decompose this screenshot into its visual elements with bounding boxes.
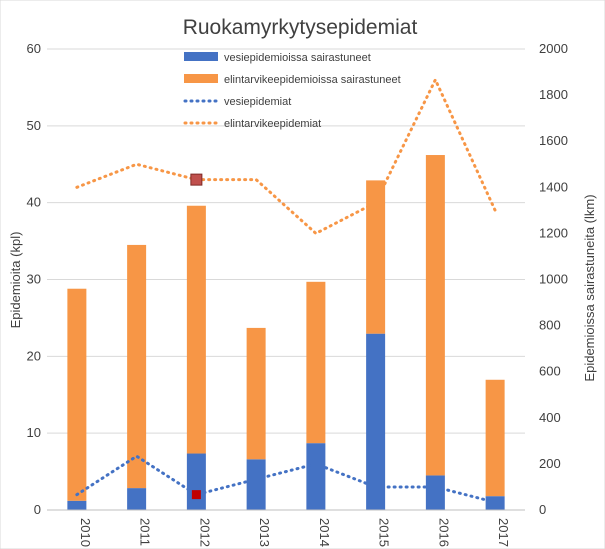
bar-vesi-sairastuneet: [67, 500, 87, 510]
x-tick-label: 2010: [78, 518, 93, 547]
highlight-marker: [190, 173, 203, 186]
bar-elintarvike-sairastuneet: [306, 281, 326, 444]
x-tick-label: 2014: [317, 518, 332, 547]
y-left-tick-label: 0: [34, 502, 41, 517]
bar-vesi-sairastuneet: [425, 475, 445, 510]
y-left-tick-label: 40: [27, 195, 41, 210]
y-right-tick-label: 1800: [539, 87, 568, 102]
legend-label: elintarvike­epidemioissa sairastuneet: [224, 74, 401, 86]
bar-vesi-sairastuneet: [246, 459, 266, 510]
y-left-tick-label: 30: [27, 272, 41, 287]
bar-vesi-sairastuneet: [306, 443, 326, 510]
y-right-tick-label: 1000: [539, 272, 568, 287]
y-right-tick-label: 0: [539, 502, 546, 517]
legend-swatch: [184, 52, 218, 61]
y-right-tick-label: 1400: [539, 179, 568, 194]
y-right-tick-label: 1600: [539, 133, 568, 148]
chart-title: Ruokamyrkytysepidemiat: [183, 16, 418, 39]
legend-label: vesiepidemioissa sairastuneet: [224, 52, 371, 64]
bar-vesi-sairastuneet: [366, 333, 386, 510]
bar-elintarvike-sairastuneet: [127, 244, 147, 489]
legend-label: elintarvikeepidemiat: [224, 118, 321, 130]
bar-elintarvike-sairastuneet: [246, 327, 266, 460]
y-right-tick-label: 200: [539, 456, 561, 471]
y-right-tick-label: 400: [539, 410, 561, 425]
legend: vesiepidemioissa sairastuneet elintarvike…: [183, 52, 401, 130]
highlight-marker: [191, 490, 201, 500]
lines: [75, 76, 497, 504]
legend-label: vesiepidemiat: [224, 96, 291, 108]
x-tick-label: 2012: [197, 518, 212, 547]
y-right-tick-label: 600: [539, 364, 561, 379]
legend-swatch: [184, 74, 218, 83]
x-tick-label: 2017: [496, 518, 511, 547]
bar-vesi-sairastuneet: [186, 453, 206, 510]
x-tick-label: 2015: [377, 518, 392, 547]
y-left-tick-label: 10: [27, 425, 41, 440]
bars: [67, 155, 505, 510]
y-right-tick-label: 800: [539, 318, 561, 333]
y-left-tick-label: 50: [27, 118, 41, 133]
bar-elintarvike-sairastuneet: [425, 155, 445, 476]
axes: 0102030405060020040060080010001200140016…: [27, 41, 568, 547]
x-tick-label: 2016: [436, 518, 451, 547]
y-axis-left-title: Epidemioita (kpl): [8, 232, 23, 329]
line-elintarvikeepidemiat: [75, 76, 497, 236]
bar-elintarvike-sairastuneet: [366, 180, 386, 334]
y-right-tick-label: 2000: [539, 41, 568, 56]
bar-elintarvike-sairastuneet: [67, 288, 87, 501]
line-vesiepidemiat: [75, 454, 497, 504]
x-tick-label: 2013: [257, 518, 272, 547]
bar-elintarvike-sairastuneet: [485, 379, 505, 497]
bar-elintarvike-sairastuneet: [186, 205, 206, 454]
y-right-tick-label: 1200: [539, 225, 568, 240]
y-left-tick-label: 20: [27, 348, 41, 363]
y-left-tick-label: 60: [27, 41, 41, 56]
gridlines: [47, 48, 525, 434]
y-axis-right-title: Epidemioissa sairastuneita (lkm): [582, 194, 597, 381]
bar-vesi-sairastuneet: [127, 488, 147, 510]
x-tick-label: 2011: [138, 518, 153, 546]
